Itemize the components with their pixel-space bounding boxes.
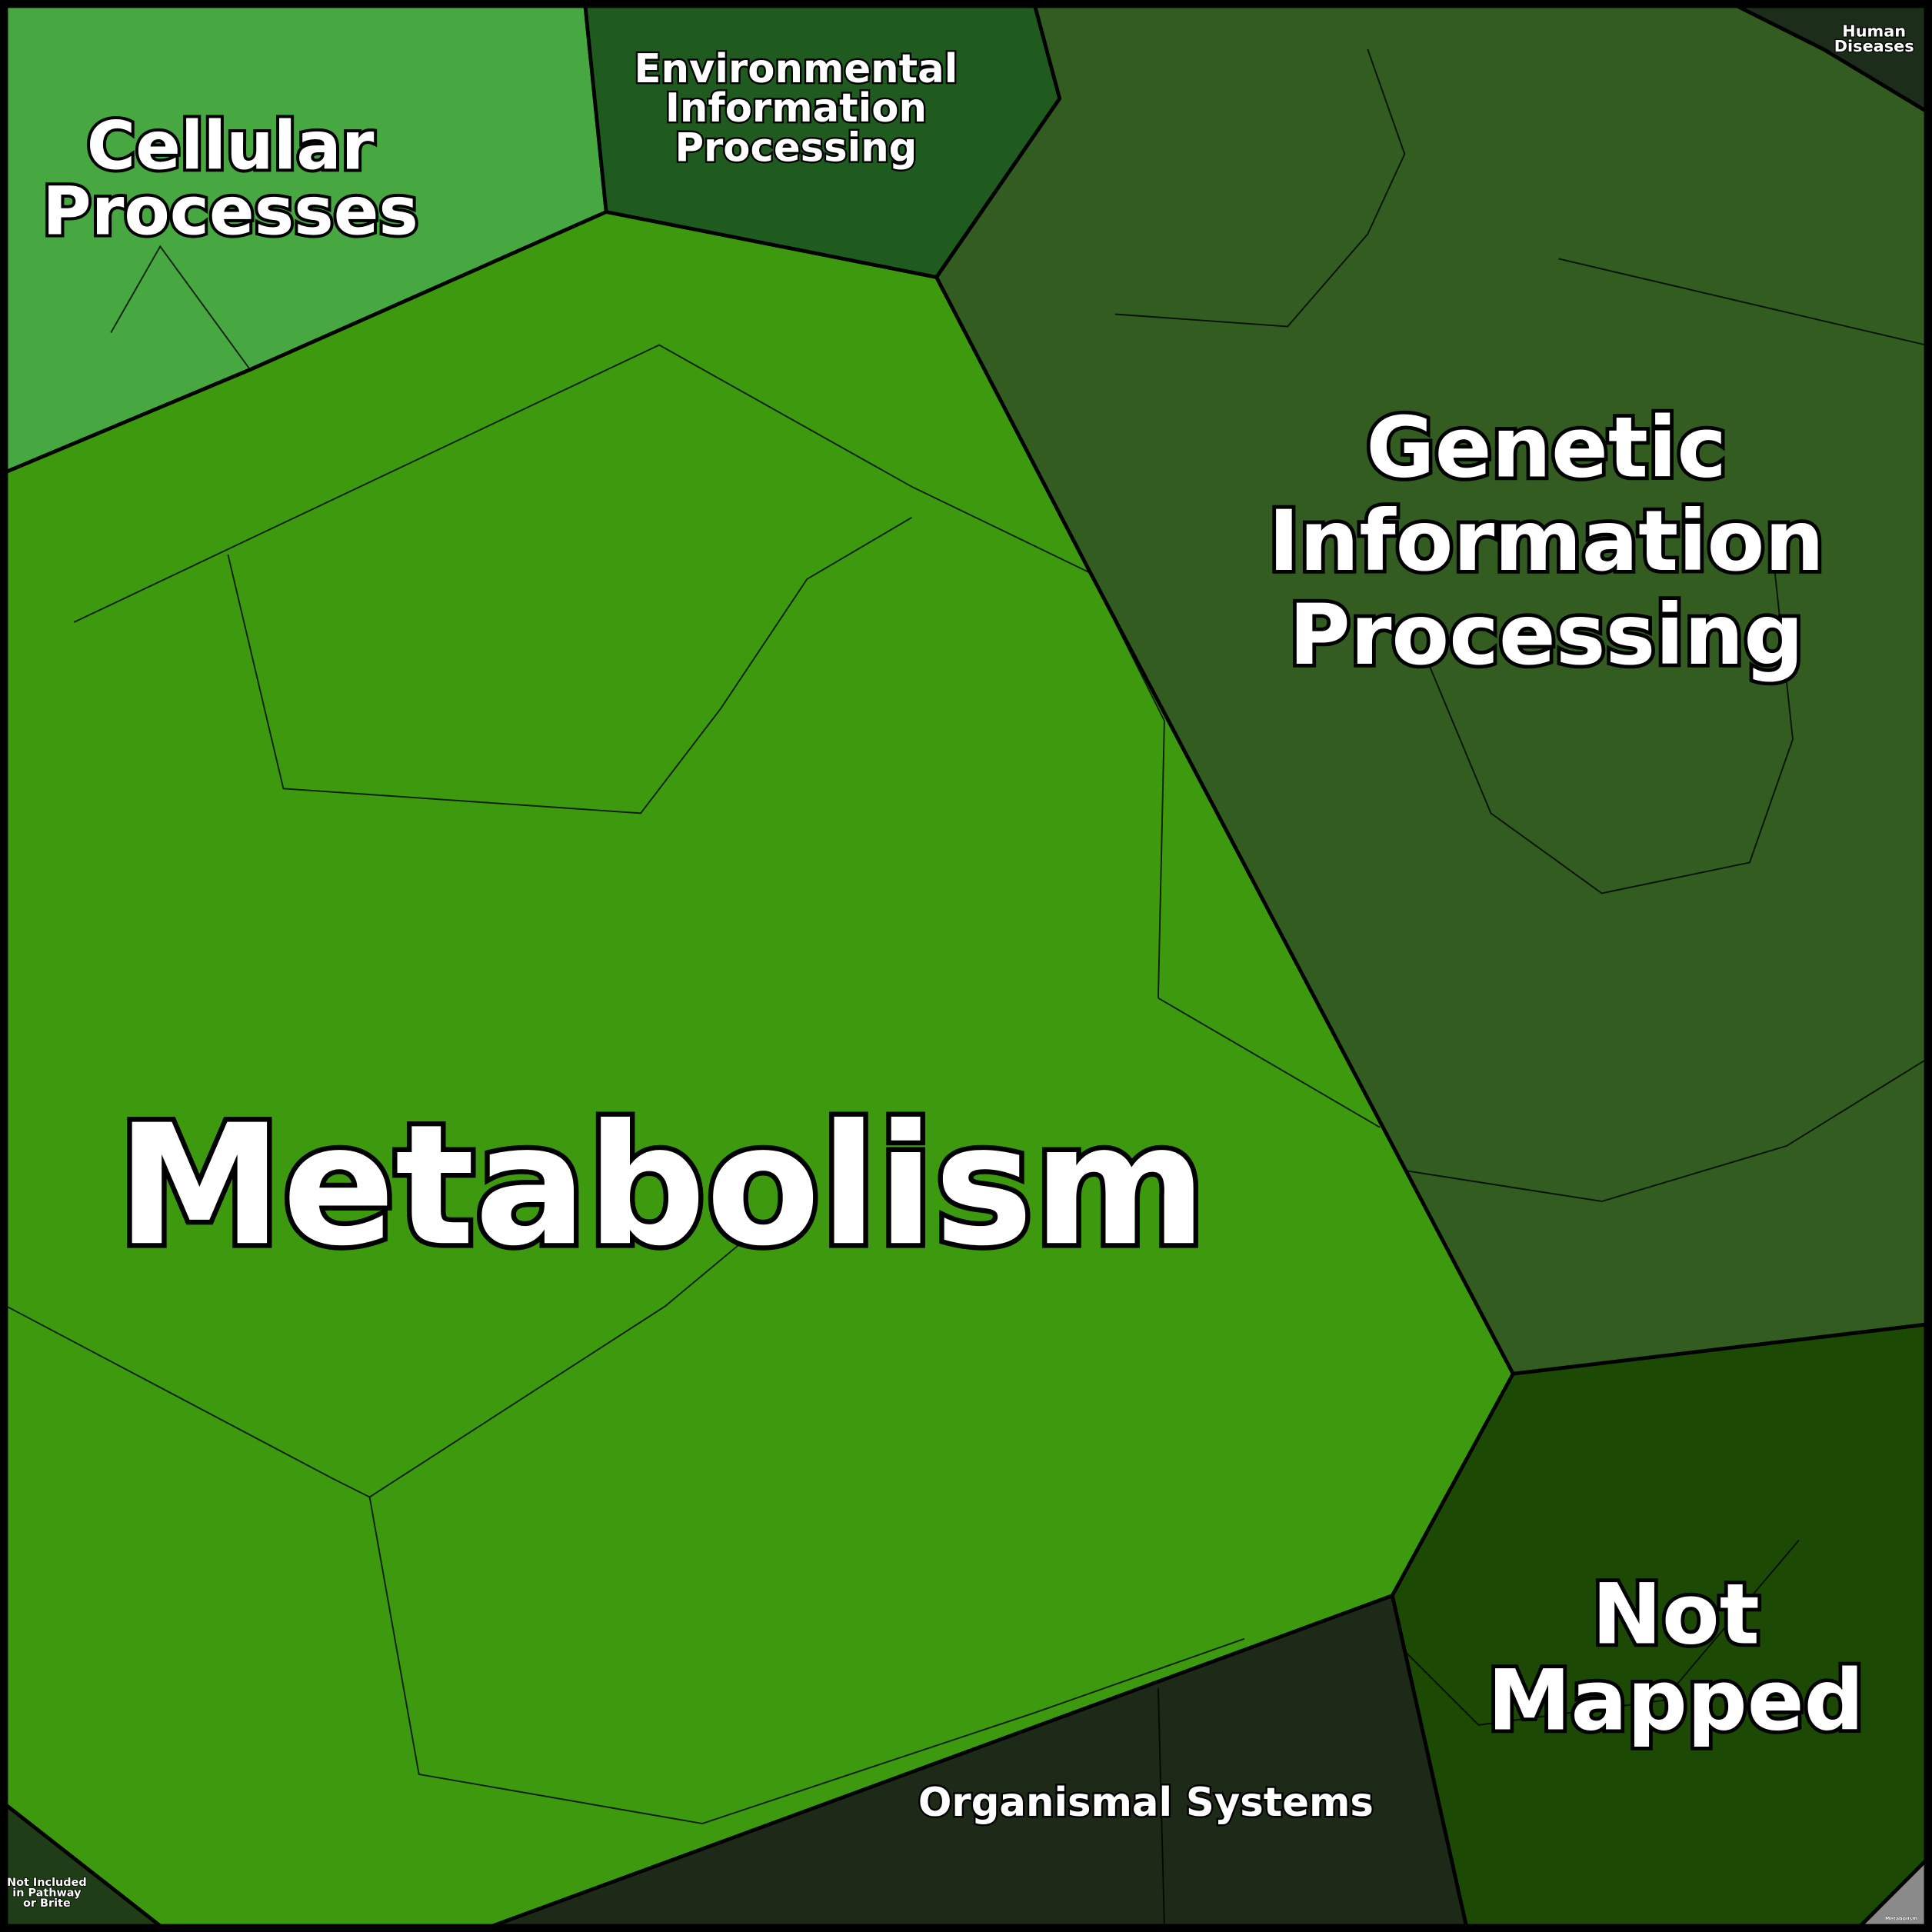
- labels: CellularProcessesEnvironmentalInformatio…: [6, 21, 1917, 1921]
- region-label: Environmental: [635, 46, 958, 92]
- inner-border: [1558, 258, 1927, 346]
- inner-border: [1404, 1058, 1927, 1202]
- region-label: Processes: [42, 173, 418, 250]
- inner-border: [1428, 566, 1794, 894]
- region-label: Genetic: [1366, 398, 1727, 496]
- inner-border: [1114, 48, 1406, 328]
- organismal-region: [491, 1594, 1468, 1928]
- region-label: Processing: [675, 125, 917, 171]
- inner-border: [1089, 572, 1165, 998]
- region-label: Not Included: [7, 1877, 87, 1889]
- region-label: Metabolism: [1885, 1915, 1917, 1921]
- inner-border: [73, 344, 1091, 623]
- region-label: Metabolism: [117, 1089, 1207, 1283]
- region-label: Cellular: [87, 108, 375, 185]
- inner-border: [1157, 1687, 1165, 1927]
- not-included-region: [4, 1803, 162, 1928]
- inner-border: [227, 517, 912, 814]
- inner-border: [1158, 997, 1381, 1128]
- region-label: Information: [665, 85, 927, 132]
- inner-cells: [5, 48, 1927, 1927]
- region-label: or Brite: [23, 1897, 71, 1910]
- inner-border: [1404, 1539, 1800, 1726]
- inner-border: [110, 245, 251, 371]
- metabolism-small-region: [1858, 1858, 1928, 1928]
- region-label: Human: [1842, 22, 1906, 41]
- region-label: Mapped: [1487, 1652, 1864, 1750]
- region-label: Organismal Systems: [918, 1780, 1374, 1826]
- inner-border: [368, 1497, 1245, 1825]
- region-label: Diseases: [1834, 37, 1914, 55]
- region-label: in Pathway: [12, 1887, 82, 1900]
- region-label: Processing: [1289, 586, 1804, 684]
- region-label: Not: [1592, 1565, 1760, 1663]
- human-diseases-region: [1735, 4, 1928, 113]
- region-label: Information: [1268, 492, 1824, 590]
